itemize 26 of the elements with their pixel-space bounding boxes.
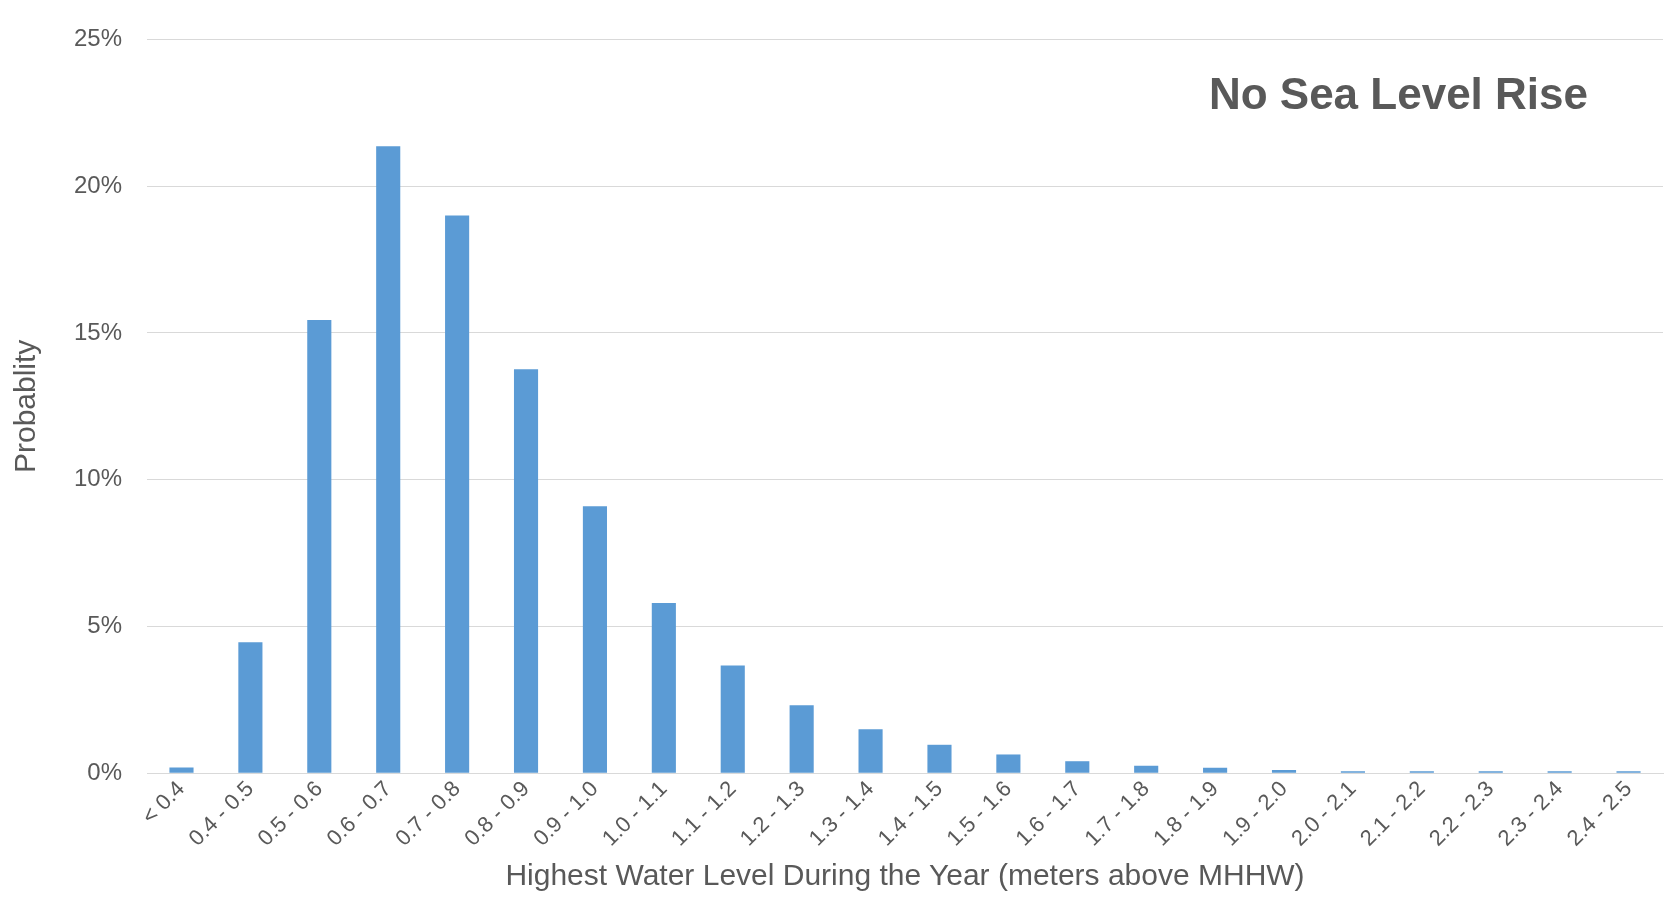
y-tick-label: 20% [73, 170, 123, 198]
bar [1065, 761, 1090, 773]
y-tick-label: 10% [73, 464, 123, 492]
bar [513, 369, 539, 773]
bar [996, 754, 1021, 773]
bar [720, 665, 745, 773]
bar [858, 729, 883, 773]
bar [927, 744, 952, 773]
y-tick-label: 15% [73, 317, 123, 345]
x-axis-title: Highest Water Level During the Year (meters above MHHW) [505, 858, 1305, 892]
bar [238, 642, 263, 773]
bar [445, 215, 470, 773]
bar [651, 603, 676, 773]
bar [1203, 767, 1228, 773]
bar [789, 705, 814, 773]
text: No Sea Level Rise [1208, 68, 1588, 118]
y-axis-title: Probablity [8, 339, 42, 474]
bar [169, 767, 194, 773]
bar [582, 506, 607, 773]
bar [307, 320, 332, 773]
y-tick-label: 0% [87, 757, 123, 785]
y-tick-label: 25% [73, 24, 123, 52]
bar [1271, 770, 1297, 773]
bar [376, 146, 401, 773]
y-tick-label: 5% [87, 611, 123, 639]
bar [1134, 765, 1159, 773]
